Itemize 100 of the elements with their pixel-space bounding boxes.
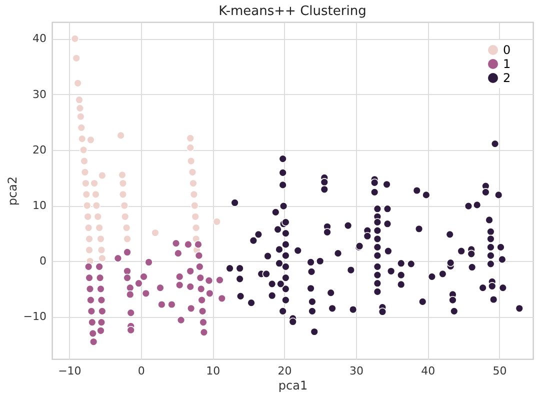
- point: [126, 290, 134, 299]
- point: [198, 307, 207, 316]
- point: [120, 201, 129, 210]
- point: [70, 34, 80, 43]
- point: [186, 267, 194, 276]
- point: [84, 262, 93, 271]
- point: [90, 179, 98, 188]
- point: [186, 304, 196, 312]
- y-tick-label: 30: [32, 88, 46, 101]
- point: [98, 307, 106, 316]
- point: [98, 254, 106, 262]
- x-tick-label: 50: [492, 364, 507, 378]
- point: [142, 289, 150, 298]
- point: [85, 274, 94, 282]
- point: [186, 156, 196, 166]
- point: [96, 274, 104, 282]
- point: [198, 296, 206, 304]
- x-tick-label: 0: [138, 364, 145, 378]
- point: [188, 168, 197, 176]
- point: [96, 326, 105, 335]
- point: [114, 254, 122, 262]
- point: [83, 201, 92, 210]
- point: [76, 112, 85, 121]
- point: [189, 179, 198, 188]
- point: [84, 224, 93, 232]
- y-tick-label: 10: [32, 199, 46, 212]
- point: [79, 146, 88, 154]
- point: [97, 296, 106, 304]
- y-tick-label: 20: [32, 143, 46, 156]
- point: [72, 54, 80, 62]
- y-tick-label: 40: [32, 32, 46, 46]
- point: [190, 190, 198, 198]
- point: [123, 274, 132, 282]
- point: [78, 134, 86, 143]
- point: [122, 224, 131, 232]
- y-tick-label: −10: [23, 310, 46, 324]
- point: [206, 289, 214, 298]
- point: [216, 276, 224, 284]
- point: [194, 240, 202, 249]
- point: [96, 284, 105, 294]
- y-tick-label: 0: [40, 254, 46, 268]
- point: [88, 329, 97, 338]
- point: [175, 272, 184, 281]
- point: [174, 249, 182, 258]
- point: [74, 79, 82, 88]
- point: [95, 262, 104, 271]
- point: [82, 190, 91, 198]
- point: [192, 224, 200, 232]
- legend-label: 0: [503, 43, 511, 57]
- x-axis-title: pca1: [278, 378, 308, 392]
- point: [85, 246, 94, 254]
- point: [77, 124, 86, 132]
- point: [212, 218, 221, 226]
- point: [199, 318, 208, 326]
- point: [168, 300, 176, 309]
- point: [116, 131, 125, 140]
- point: [123, 248, 132, 256]
- point: [95, 224, 104, 232]
- point: [123, 234, 132, 243]
- point: [184, 240, 192, 249]
- point: [92, 201, 101, 210]
- point: [172, 239, 180, 248]
- point: [88, 318, 96, 326]
- x-tick-label: 10: [206, 364, 220, 378]
- point: [186, 282, 194, 291]
- point: [121, 212, 130, 221]
- point: [96, 234, 105, 243]
- point: [97, 318, 106, 326]
- point: [194, 251, 204, 260]
- point: [86, 296, 95, 304]
- point: [176, 316, 186, 324]
- point: [196, 274, 204, 282]
- point: [85, 234, 94, 243]
- point: [134, 279, 143, 288]
- x-tick-label: 30: [349, 364, 364, 378]
- chart-title: K-means++ Clustering: [218, 4, 366, 19]
- y-axis-title: pca2: [5, 176, 20, 206]
- point: [191, 212, 200, 221]
- point: [80, 168, 90, 176]
- point: [98, 171, 106, 180]
- point: [89, 338, 98, 346]
- point: [204, 276, 214, 285]
- legend-label: 2: [503, 71, 511, 85]
- point: [186, 144, 194, 152]
- point: [196, 262, 204, 271]
- x-tick-label: −10: [58, 364, 82, 378]
- point: [140, 272, 148, 281]
- point: [190, 201, 199, 210]
- point: [126, 284, 134, 292]
- point: [75, 96, 84, 104]
- point: [156, 284, 164, 292]
- point: [144, 258, 153, 266]
- point: [118, 170, 126, 180]
- point: [97, 246, 106, 254]
- point: [158, 300, 166, 309]
- point: [76, 104, 84, 112]
- point: [87, 307, 96, 316]
- point: [92, 190, 100, 198]
- point: [84, 212, 92, 221]
- point: [118, 190, 128, 198]
